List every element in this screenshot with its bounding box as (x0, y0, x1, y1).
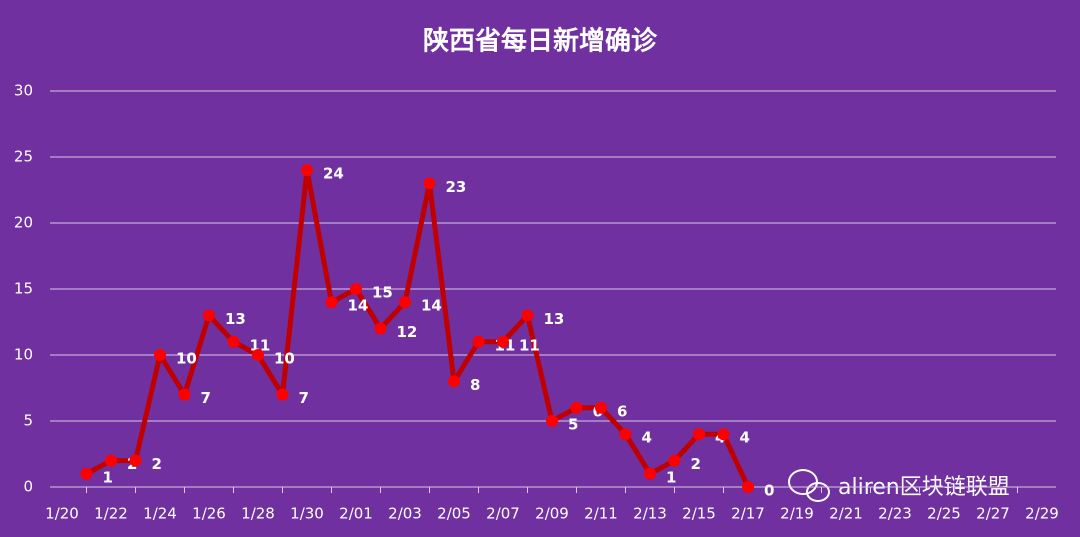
value-label: 13 (544, 310, 565, 328)
x-tick-label: 2/19 (780, 505, 814, 523)
point (80, 467, 93, 480)
point (595, 401, 607, 414)
x-tick-label: 2/23 (878, 505, 912, 523)
y-tick-label: 25 (14, 148, 33, 166)
point (448, 375, 460, 388)
y-tick-label: 10 (14, 346, 33, 364)
point (203, 309, 215, 322)
x-tick-label: 1/22 (94, 505, 128, 523)
y-tick-label: 0 (23, 478, 33, 496)
point (252, 349, 264, 361)
x-tick-label: 1/20 (45, 505, 79, 523)
x-tick-label: 2/17 (731, 505, 765, 523)
watermark-icon (788, 469, 830, 502)
y-tick-label: 30 (14, 82, 33, 100)
point (105, 454, 117, 467)
x-tick-label: 1/26 (192, 505, 226, 523)
x-tick-label: 2/07 (486, 505, 520, 523)
x-tick-label: 2/09 (535, 505, 569, 523)
value-label: 13 (225, 310, 246, 328)
point (178, 388, 191, 401)
x-tick-label: 2/15 (682, 505, 716, 523)
value-label: 23 (446, 178, 467, 196)
point (154, 349, 166, 361)
value-label: 24 (323, 165, 344, 183)
x-tick-label: 2/25 (927, 505, 961, 523)
x-tick-label: 1/30 (290, 505, 324, 523)
value-label: 1 (666, 468, 676, 486)
y-tick-label: 15 (14, 280, 33, 298)
value-label: 14 (348, 297, 369, 315)
value-label: 7 (299, 389, 309, 407)
value-label: 0 (764, 482, 774, 500)
x-tick-label: 2/01 (339, 505, 373, 523)
value-label: 4 (642, 429, 652, 447)
point (668, 454, 681, 467)
x-tick-label: 2/21 (829, 505, 863, 523)
point (717, 428, 730, 441)
x-tick-label: 2/27 (976, 505, 1010, 523)
x-tick-label: 1/24 (143, 505, 177, 523)
value-label: 11 (250, 336, 271, 354)
value-label: 6 (617, 402, 627, 420)
value-label: 2 (691, 455, 701, 473)
value-label: 2 (152, 455, 162, 473)
point (619, 428, 632, 441)
value-label: 7 (201, 389, 211, 407)
value-label: 15 (372, 284, 393, 302)
point (693, 428, 705, 441)
y-tick-label: 5 (23, 412, 33, 430)
x-tick-label: 2/05 (437, 505, 471, 523)
point (350, 283, 362, 295)
value-label: 1 (103, 468, 113, 486)
point (276, 388, 289, 401)
line (85, 167, 751, 489)
value-label: 11 (519, 336, 540, 354)
x-tick-label: 2/13 (633, 505, 667, 523)
x-tick-label: 2/11 (584, 505, 618, 523)
value-label: 4 (740, 429, 750, 447)
point (301, 164, 313, 177)
point (399, 296, 411, 309)
x-tick-label: 1/28 (241, 505, 275, 523)
point (374, 322, 387, 335)
point (521, 309, 534, 322)
point (570, 401, 583, 414)
y-tick-label: 20 (14, 214, 33, 232)
point (472, 335, 485, 348)
point (129, 454, 142, 467)
point (742, 481, 754, 493)
point (423, 177, 436, 190)
value-label: 14 (421, 297, 442, 315)
x-tick-label: 2/29 (1025, 505, 1059, 523)
value-label: 10 (274, 350, 295, 368)
point (546, 415, 558, 427)
value-label: 8 (470, 376, 480, 394)
point (644, 467, 656, 480)
chart-title: 陕西省每日新增确诊 (423, 26, 658, 57)
point (325, 296, 338, 309)
value-label: 12 (397, 323, 418, 341)
value-label: 5 (568, 416, 578, 434)
point (227, 335, 240, 348)
x-tick-label: 2/03 (388, 505, 422, 523)
point (497, 335, 509, 348)
value-label: 10 (176, 350, 197, 368)
